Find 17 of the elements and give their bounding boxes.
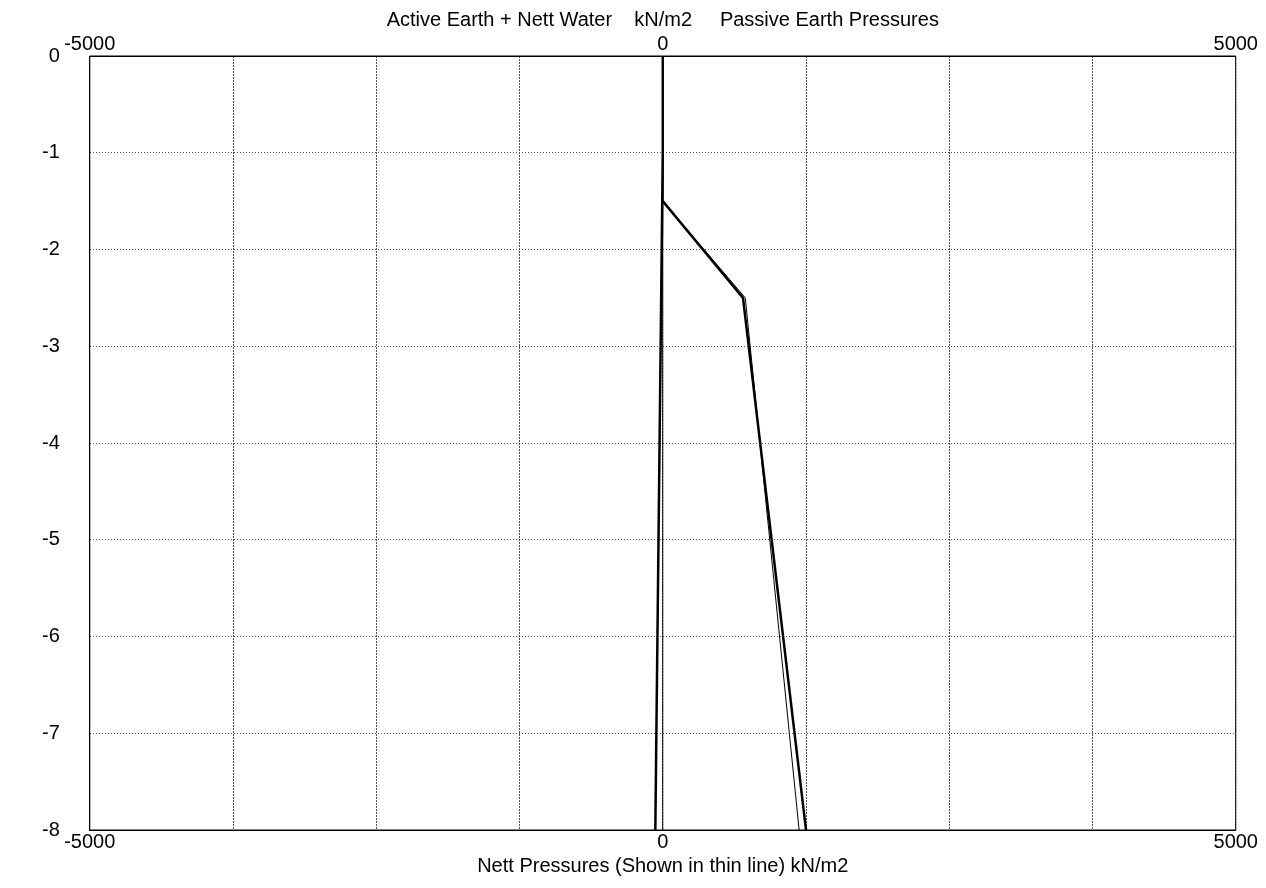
x-tick-label: 0 [657,829,669,852]
x2-tick-label: 5000 [1213,31,1258,54]
x-tick-label: -5000 [64,829,116,852]
x-tick-label: 5000 [1213,829,1258,852]
y-tick-label: -6 [41,624,60,647]
y-tick-label: -3 [41,333,60,356]
x2-tick-label: 0 [657,31,669,54]
y-tick-label: -8 [41,817,60,840]
x2-axis-title: Active Earth + Nett Water kN/m2 Passive Earth Pressures [386,7,939,30]
x2-tick-label: -5000 [64,31,116,54]
x-axis-title: Nett Pressures (Shown in thin line) kN/m2 [477,853,849,876]
y-tick-label: -7 [41,720,60,743]
y-tick-label: -4 [41,430,60,453]
y-tick-label: -1 [41,140,60,163]
y-tick-label: 0 [48,43,60,66]
y-tick-label: -5 [41,527,60,550]
y-tick-label: -2 [41,237,60,260]
